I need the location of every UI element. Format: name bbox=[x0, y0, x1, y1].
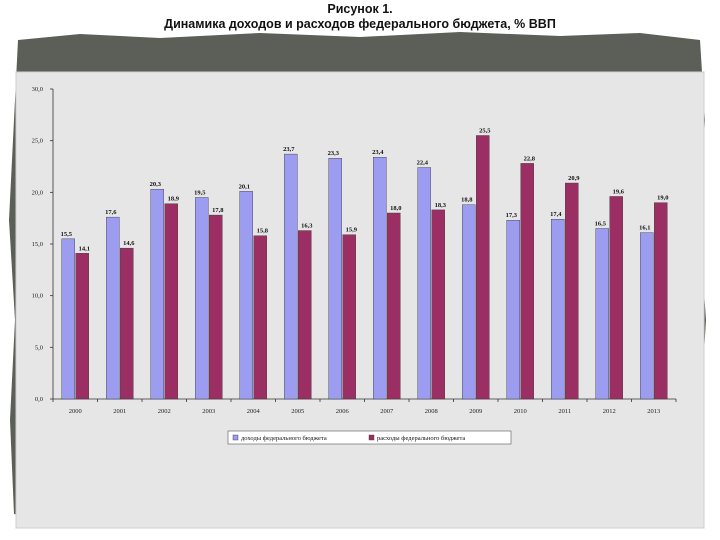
revenue-bar bbox=[551, 218, 565, 400]
y-tick-label: 5,0 bbox=[35, 344, 43, 351]
revenue-data-label: 20,3 bbox=[150, 181, 162, 188]
figure-label: Рисунок 1. bbox=[327, 2, 393, 16]
x-tick-label: 2003 bbox=[202, 408, 215, 415]
y-tick-label: 10,0 bbox=[32, 293, 43, 300]
expenditure-bar bbox=[476, 135, 490, 400]
expenditure-bar bbox=[164, 203, 178, 400]
slide-title: Рисунок 1. Динамика доходов и расходов ф… bbox=[0, 2, 720, 32]
revenue-bar bbox=[239, 191, 253, 400]
revenue-bar bbox=[195, 197, 209, 400]
revenue-bar bbox=[328, 158, 342, 400]
expenditure-data-label: 20,9 bbox=[568, 175, 580, 182]
revenue-bar bbox=[284, 153, 298, 400]
revenue-data-label: 17,4 bbox=[550, 211, 562, 218]
expenditure-bar bbox=[342, 234, 356, 400]
revenue-data-label: 23,7 bbox=[283, 146, 295, 153]
expenditure-data-label: 15,9 bbox=[346, 227, 358, 234]
y-tick-label: 20,0 bbox=[32, 189, 43, 196]
x-tick-label: 2009 bbox=[469, 408, 482, 415]
expenditure-data-label: 14,1 bbox=[79, 245, 90, 252]
expenditure-bar bbox=[609, 196, 623, 400]
legend-label-expenditure: расходы федерального бюджета bbox=[377, 435, 465, 442]
expenditure-data-label: 15,8 bbox=[257, 228, 269, 235]
chart-title: Динамика доходов и расходов федерального… bbox=[164, 17, 556, 31]
revenue-data-label: 22,4 bbox=[417, 160, 429, 167]
y-tick-label: 30,0 bbox=[32, 86, 43, 93]
expenditure-bar bbox=[209, 214, 223, 400]
expenditure-bar bbox=[298, 230, 312, 400]
x-tick-label: 2012 bbox=[603, 408, 616, 415]
x-tick-label: 2007 bbox=[380, 408, 394, 415]
x-tick-label: 2002 bbox=[158, 408, 171, 415]
revenue-bar bbox=[106, 216, 120, 400]
x-tick-label: 2001 bbox=[113, 408, 126, 415]
x-tick-label: 2005 bbox=[291, 408, 304, 415]
expenditure-data-label: 17,8 bbox=[212, 207, 224, 214]
y-tick-label: 25,0 bbox=[32, 138, 43, 145]
revenue-data-label: 17,3 bbox=[506, 212, 518, 219]
revenue-data-label: 15,5 bbox=[61, 231, 73, 238]
expenditure-data-label: 19,0 bbox=[657, 195, 668, 202]
expenditure-data-label: 19,6 bbox=[613, 188, 625, 195]
x-tick-label: 2006 bbox=[336, 408, 350, 415]
revenue-data-label: 23,3 bbox=[328, 150, 340, 157]
expenditure-data-label: 14,6 bbox=[123, 240, 135, 247]
expenditure-data-label: 25,5 bbox=[479, 128, 491, 135]
revenue-bar bbox=[506, 220, 520, 400]
x-tick-label: 2008 bbox=[425, 408, 438, 415]
revenue-data-label: 17,6 bbox=[105, 209, 117, 216]
expenditure-bar bbox=[520, 163, 534, 400]
revenue-data-label: 16,1 bbox=[639, 225, 650, 232]
expenditure-bar bbox=[120, 247, 134, 400]
expenditure-bar bbox=[654, 202, 668, 400]
revenue-bar bbox=[417, 167, 431, 400]
expenditure-data-label: 18,9 bbox=[168, 196, 180, 203]
x-tick-label: 2000 bbox=[69, 408, 82, 415]
expenditure-data-label: 16,3 bbox=[301, 223, 313, 230]
revenue-data-label: 16,5 bbox=[595, 221, 607, 228]
revenue-data-label: 23,4 bbox=[372, 149, 384, 156]
expenditure-data-label: 18,0 bbox=[390, 205, 401, 212]
revenue-data-label: 18,8 bbox=[461, 197, 473, 204]
legend-label-revenue: доходы федерального бюджета bbox=[241, 435, 327, 442]
x-tick-label: 2010 bbox=[514, 408, 527, 415]
x-tick-label: 2013 bbox=[647, 408, 660, 415]
revenue-bar bbox=[462, 204, 476, 400]
legend-swatch-expenditure bbox=[368, 434, 375, 441]
revenue-data-label: 19,5 bbox=[194, 190, 206, 197]
expenditure-bar bbox=[431, 209, 445, 400]
expenditure-bar bbox=[75, 253, 89, 400]
revenue-bar bbox=[640, 232, 654, 400]
y-tick-label: 0,0 bbox=[35, 396, 43, 403]
revenue-bar bbox=[595, 228, 609, 400]
legend-swatch-revenue bbox=[232, 434, 239, 441]
revenue-bar bbox=[373, 156, 387, 400]
revenue-bar bbox=[61, 238, 75, 400]
expenditure-bar bbox=[565, 182, 579, 400]
x-tick-label: 2011 bbox=[558, 408, 571, 415]
revenue-data-label: 20,1 bbox=[239, 183, 250, 190]
x-tick-label: 2004 bbox=[247, 408, 261, 415]
expenditure-data-label: 22,8 bbox=[524, 155, 536, 162]
expenditure-bar bbox=[253, 235, 267, 400]
revenue-bar bbox=[150, 189, 164, 400]
expenditure-data-label: 18,3 bbox=[435, 202, 447, 209]
y-tick-label: 15,0 bbox=[32, 241, 43, 248]
expenditure-bar bbox=[387, 212, 401, 400]
